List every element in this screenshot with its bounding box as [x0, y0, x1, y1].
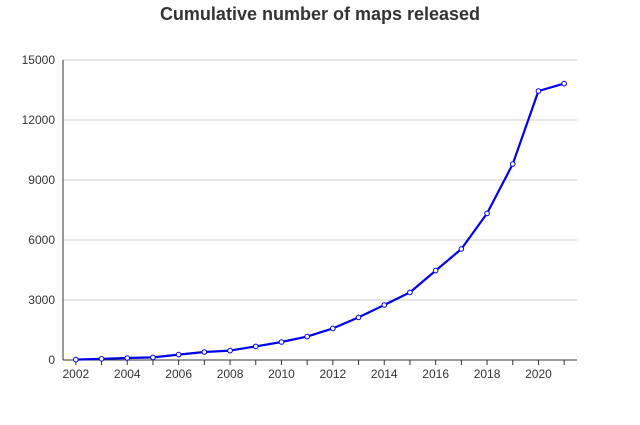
data-point	[407, 289, 413, 296]
chart-title: Cumulative number of maps released	[160, 4, 480, 24]
data-point	[432, 267, 439, 274]
y-tick-label: 9000	[28, 173, 55, 187]
data-point	[330, 325, 336, 332]
y-tick-label: 0	[48, 353, 55, 367]
data-point	[535, 88, 542, 94]
data-point	[124, 355, 131, 361]
data-point	[509, 161, 516, 167]
x-tick-label: 2016	[422, 367, 449, 381]
x-tick-label: 2008	[217, 367, 244, 381]
data-point	[252, 343, 259, 350]
data-point	[73, 356, 79, 363]
series-line	[75, 82, 565, 361]
x-tick-label: 2002	[62, 367, 89, 381]
data-point	[381, 302, 388, 308]
x-tick-label: 2020	[525, 367, 552, 381]
data-point	[458, 246, 465, 252]
data-point	[278, 339, 285, 345]
x-tick-label: 2018	[474, 367, 501, 381]
x-tick-label: 2010	[268, 367, 295, 381]
data-point	[561, 80, 567, 87]
data-point	[304, 333, 310, 340]
data-point	[98, 356, 105, 362]
x-tick-label: 2012	[319, 367, 346, 381]
x-tick-label: 2014	[371, 367, 398, 381]
y-tick-label: 15000	[22, 53, 56, 67]
data-point	[150, 354, 156, 361]
data-point	[227, 347, 233, 354]
data-point	[355, 314, 362, 321]
y-tick-label: 12000	[22, 113, 56, 127]
y-tick-label: 6000	[28, 233, 55, 247]
data-point	[484, 210, 490, 217]
x-tick-label: 2006	[165, 367, 192, 381]
data-point	[201, 349, 208, 355]
data-point	[175, 351, 182, 358]
y-tick-label: 3000	[28, 293, 55, 307]
x-tick-label: 2004	[114, 367, 141, 381]
